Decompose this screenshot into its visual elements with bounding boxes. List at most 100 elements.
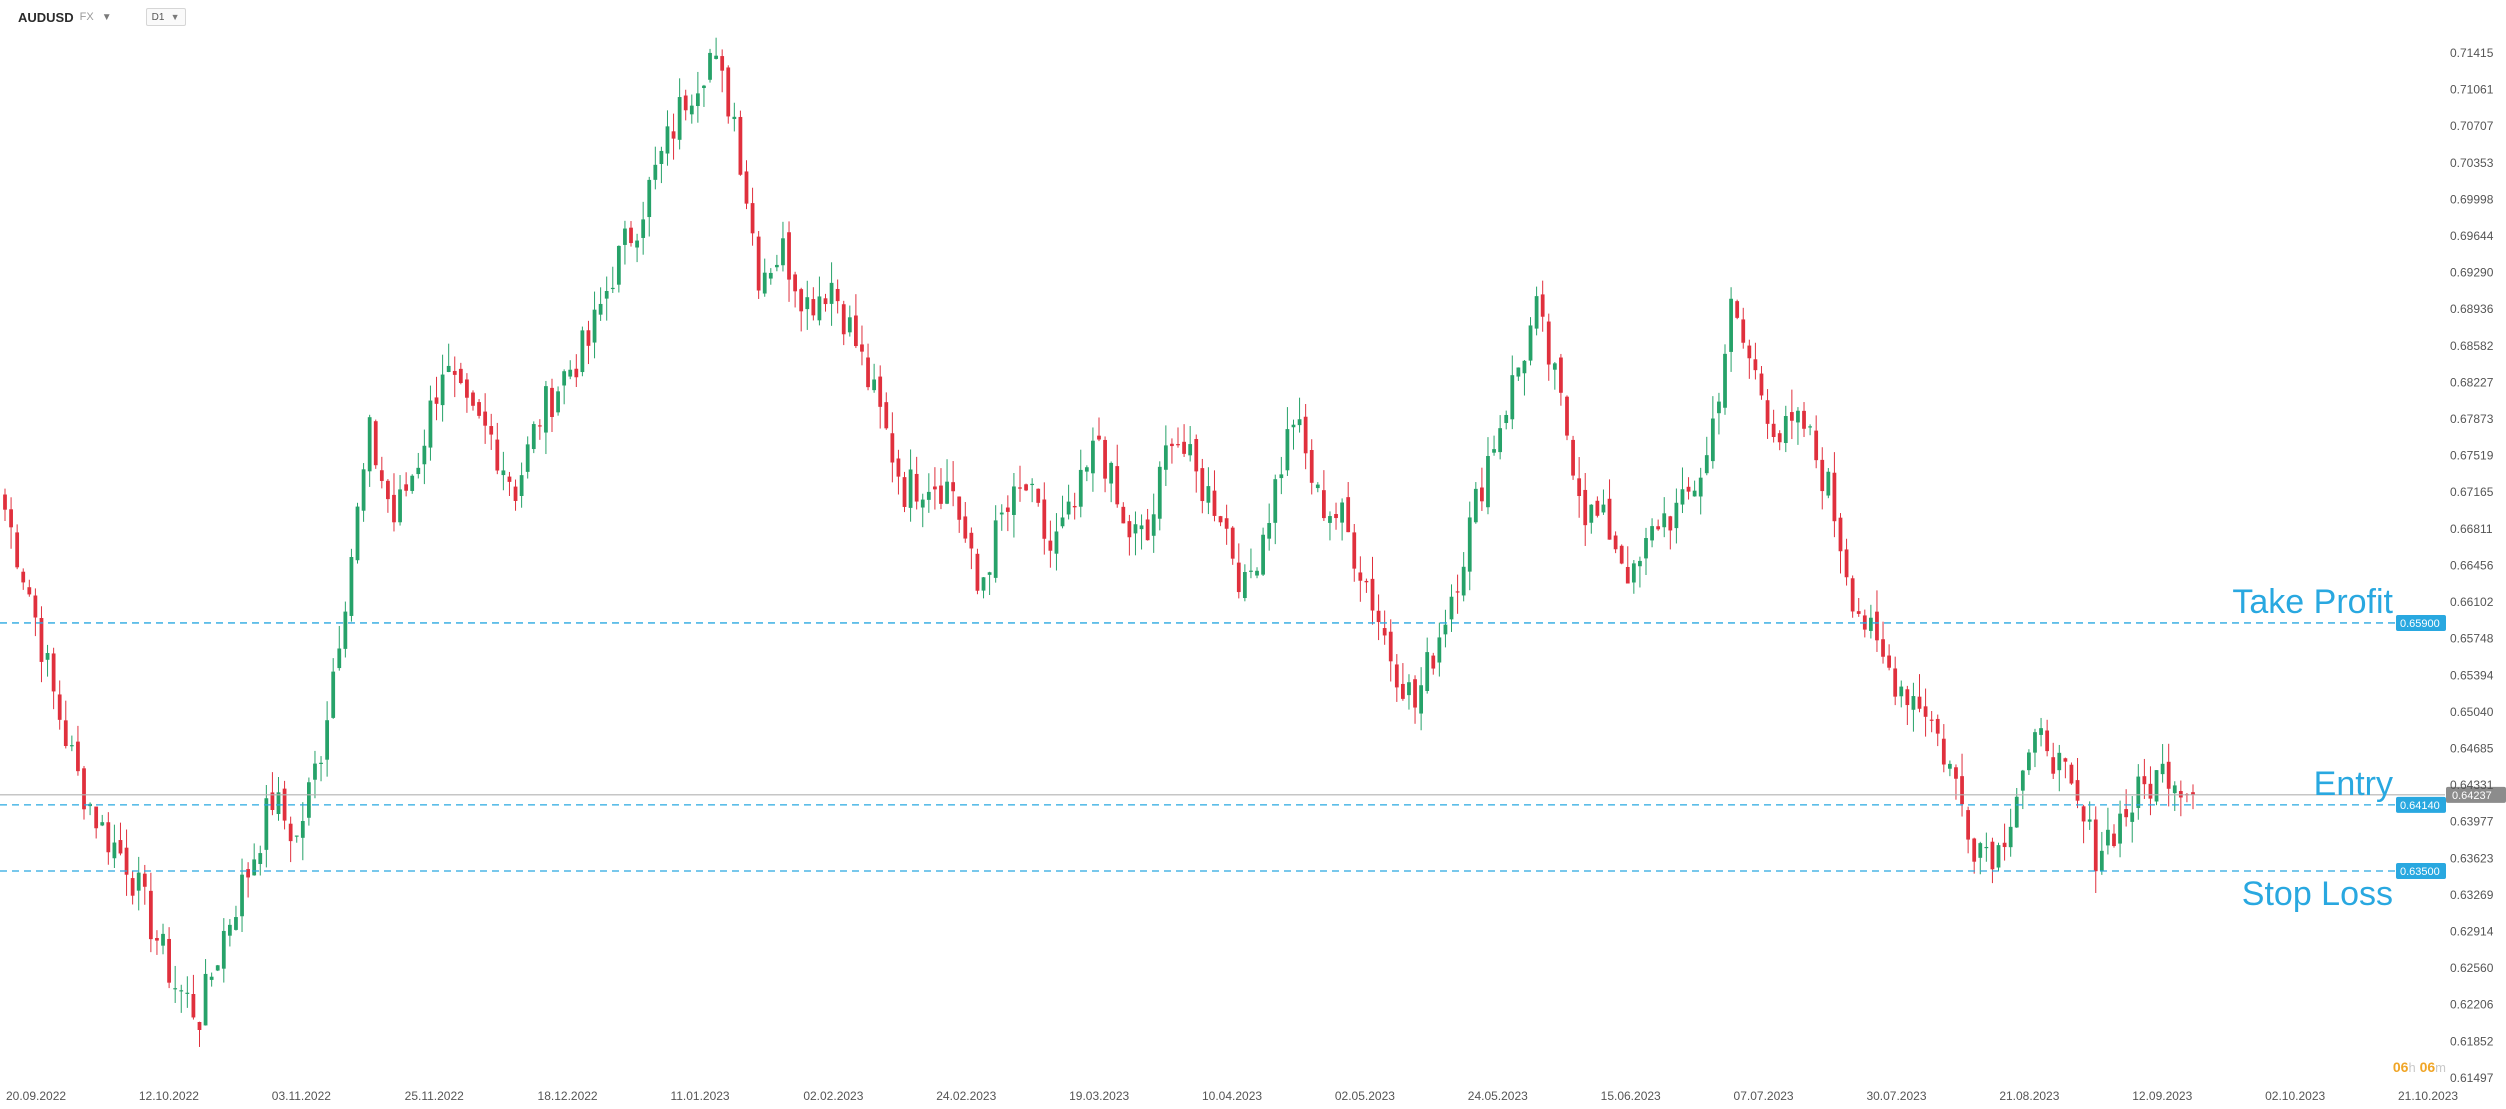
- candle-body: [598, 303, 603, 315]
- candle-body: [483, 411, 488, 426]
- candle-down: [671, 113, 676, 160]
- candle-up: [1328, 511, 1332, 541]
- candle-body: [659, 150, 664, 164]
- candle-up: [1315, 482, 1320, 493]
- candle-up: [926, 473, 931, 513]
- candle-up: [1680, 467, 1685, 514]
- candle-body: [762, 272, 767, 294]
- candle-body: [580, 330, 585, 373]
- candle-body: [1650, 526, 1654, 541]
- candle-body: [307, 782, 311, 818]
- candle-body: [1425, 652, 1430, 691]
- candle-body: [1048, 540, 1053, 551]
- date-tick-label: 02.02.2023: [803, 1089, 863, 1103]
- candle-down: [1334, 502, 1338, 530]
- date-tick-label: 10.04.2023: [1202, 1089, 1262, 1103]
- candle-body: [1291, 424, 1296, 428]
- candle-body: [288, 823, 293, 842]
- candle-up: [1443, 609, 1448, 648]
- candle-up: [1528, 317, 1533, 366]
- candle-up: [2136, 764, 2141, 820]
- candle-up: [1510, 355, 1515, 430]
- candle-down: [1941, 724, 1946, 773]
- price-tick-label: 0.70353: [2450, 156, 2494, 170]
- candle-body: [282, 788, 287, 821]
- candle-body: [1601, 504, 1606, 513]
- candle-body: [173, 988, 178, 990]
- candle-body: [361, 469, 366, 511]
- candle-down: [483, 393, 488, 444]
- candle-body: [1978, 843, 1983, 858]
- candle-up: [1461, 552, 1466, 602]
- candle-body: [398, 489, 402, 523]
- candle-up: [422, 429, 427, 485]
- candle-body: [1066, 501, 1071, 515]
- candle-body: [847, 317, 852, 333]
- candle-up: [1054, 513, 1059, 571]
- countdown-hours: 06: [2392, 1059, 2409, 1075]
- candle-down: [1613, 531, 1618, 554]
- candle-up: [2027, 749, 2031, 775]
- price-tick-label: 0.62560: [2450, 961, 2494, 975]
- level-price-badge: [2396, 614, 2446, 631]
- candle-up: [361, 463, 366, 522]
- candle-body: [39, 618, 44, 662]
- candle-down: [1170, 438, 1174, 464]
- candle-body: [1109, 462, 1114, 484]
- candle-down: [1832, 452, 1837, 538]
- candle-body: [2051, 757, 2056, 774]
- candle-body: [568, 369, 573, 377]
- candle-body: [1097, 435, 1101, 440]
- candle-body: [1212, 490, 1217, 516]
- candle-down: [1388, 619, 1393, 682]
- candle-body: [2160, 763, 2165, 775]
- candle-body: [1923, 706, 1928, 717]
- date-tick-label: 30.07.2023: [1866, 1089, 1926, 1103]
- candle-up: [774, 254, 779, 272]
- candle-body: [811, 299, 816, 316]
- candle-down: [2075, 758, 2080, 809]
- candle-down: [1024, 483, 1028, 492]
- candle-down: [975, 548, 980, 595]
- candle-body: [2166, 761, 2171, 789]
- price-tick-label: 0.62914: [2450, 925, 2494, 939]
- candle-up: [1674, 488, 1679, 544]
- symbol-selector[interactable]: AUDUSD FX ▼: [18, 10, 112, 25]
- candle-down: [537, 419, 542, 440]
- candle-body: [1200, 468, 1205, 502]
- candle-down: [2081, 804, 2086, 844]
- candle-body: [1480, 487, 1484, 502]
- candle-up: [604, 276, 609, 321]
- candle-body: [1461, 566, 1466, 596]
- candle-body: [1844, 549, 1849, 578]
- candle-up: [2008, 808, 2013, 857]
- candle-down: [738, 110, 743, 176]
- price-axis[interactable]: 0.71415 0.71061 0.70707 0.70353 0.69998 0.696…: [2450, 46, 2494, 1085]
- candle-body: [2142, 776, 2147, 785]
- candle-body: [677, 97, 682, 140]
- candle-body: [963, 516, 968, 539]
- date-tick-label: 21.10.2023: [2398, 1089, 2458, 1103]
- candle-down: [1990, 837, 1995, 884]
- candle-down: [1850, 575, 1855, 618]
- candle-body: [1771, 423, 1776, 437]
- candle-body: [2136, 776, 2141, 808]
- candle-down: [683, 89, 688, 121]
- candle-up: [161, 923, 165, 955]
- candle-body: [1674, 502, 1679, 529]
- timeframe-select[interactable]: D1 ▼: [145, 8, 186, 26]
- candle-down: [1875, 590, 1879, 652]
- candle-body: [1437, 637, 1442, 663]
- candle-down: [1565, 395, 1569, 441]
- level-price-badge: [2396, 862, 2446, 879]
- candle-body: [2063, 758, 2068, 762]
- candle-body: [616, 245, 621, 285]
- candle-down: [1005, 495, 1010, 532]
- candle-body: [835, 288, 840, 302]
- candle-down: [1230, 526, 1235, 565]
- candle-body: [507, 476, 512, 482]
- candle-body: [1802, 410, 1806, 429]
- candle-up: [829, 262, 834, 326]
- time-axis[interactable]: 20.09.2022 12.10.2022 03.11.2022 25.11.2022…: [6, 1089, 2458, 1103]
